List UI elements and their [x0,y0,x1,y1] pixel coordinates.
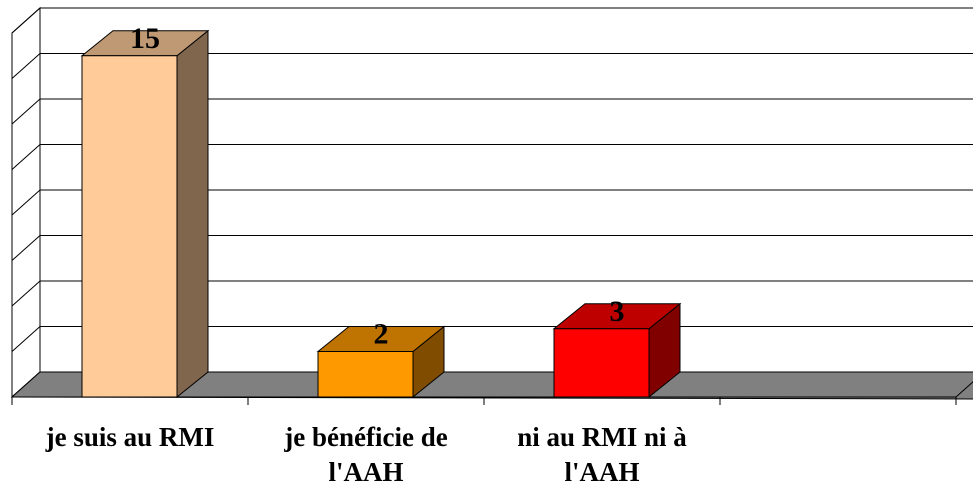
x-tick-label: je bénéficie de l'AAH [284,422,448,487]
wall-grid-line [11,326,41,352]
wall-grid-line [11,280,41,307]
data-label: 3 [610,295,625,328]
wall-grid-line [11,53,41,79]
bar-side [176,29,209,399]
x-tick-label: ni au RMI ni à l'AAH [517,422,687,487]
wall-grid-line [11,189,41,216]
floor-edge [11,381,973,400]
wall-grid-line [11,235,41,261]
bar [317,351,414,398]
wall-grid-line [11,144,41,170]
wall-grid-line [11,7,41,34]
bar [553,328,650,398]
data-label: 2 [374,318,389,351]
bar [81,55,178,398]
wall-grid-line [11,98,41,125]
x-tick-label: je suis au RMI [45,422,215,452]
data-label: 15 [130,22,160,55]
